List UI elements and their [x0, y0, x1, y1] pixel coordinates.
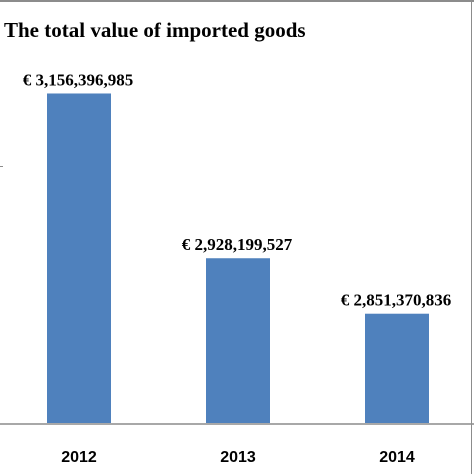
bar-2012 — [47, 93, 111, 423]
y-axis-tick — [0, 166, 3, 167]
chart-title: The total value of imported goods — [4, 18, 306, 42]
x-tick-label-2012: 2012 — [61, 449, 97, 466]
data-label-2012: € 3,156,396,985 — [23, 70, 134, 89]
x-tick-label-2013: 2013 — [220, 449, 256, 466]
x-tick-label-2014: 2014 — [379, 449, 415, 466]
bar-2014 — [365, 313, 429, 423]
data-label-2014: € 2,851,370,836 — [341, 291, 452, 310]
data-label-2013: € 2,928,199,527 — [182, 235, 293, 254]
frame-top-border — [0, 0, 474, 2]
frame-right-border — [471, 0, 472, 474]
bar-2013 — [206, 258, 270, 423]
